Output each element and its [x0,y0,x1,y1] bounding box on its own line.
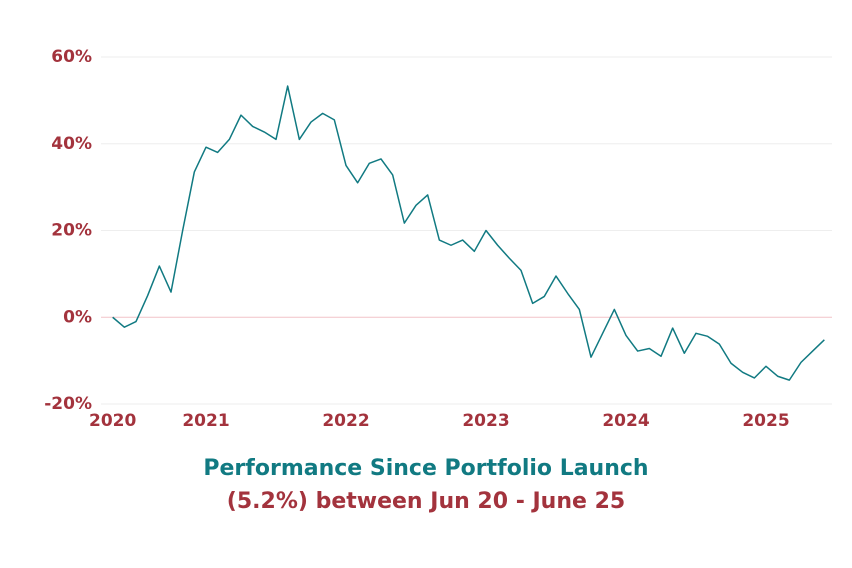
data-line [112,85,825,381]
chart-subtitle: (5.2%) between Jun 20 - June 25 [227,489,625,514]
chart-title: Performance Since Portfolio Launch [203,456,648,481]
x-tick-label: 2021 [182,411,229,431]
y-tick-label: 0% [63,307,92,327]
x-tick-label: 2024 [602,411,649,431]
y-tick-label: -20% [44,394,92,414]
y-tick-label: 60% [51,47,92,67]
x-tick-label: 2020 [89,411,136,431]
x-tick-label: 2023 [462,411,509,431]
y-tick-label: 20% [51,221,92,241]
x-tick-label: 2022 [322,411,369,431]
y-tick-label: 40% [51,134,92,154]
x-tick-label: 2025 [742,411,789,431]
